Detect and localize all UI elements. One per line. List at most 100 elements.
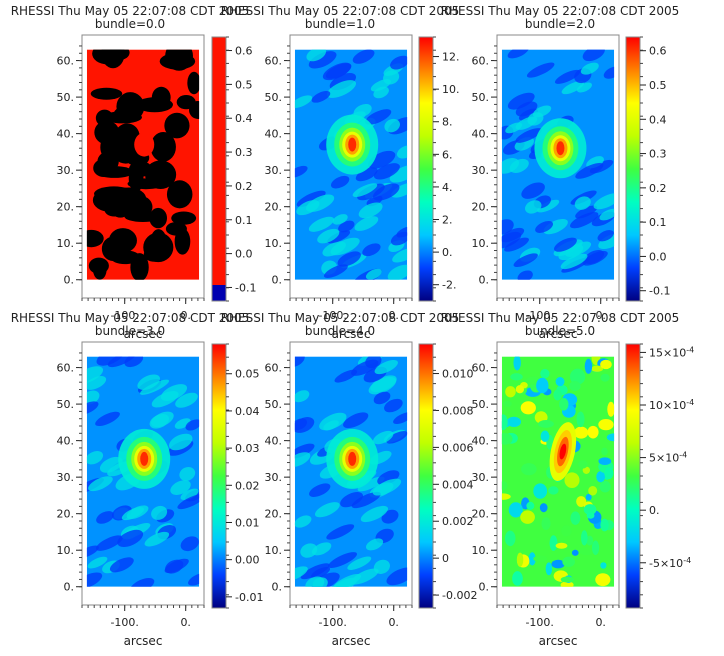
image-blob [551,559,565,569]
image-blob [92,49,123,65]
image-blob [365,109,392,125]
panel-0: RHESSI Thu May 05 22:07:08 CDT 2005bundl… [11,4,257,341]
image-blob [548,486,559,495]
x-axis-label: arcsec [124,327,163,341]
image-blob [599,480,611,493]
image-blob [390,55,408,70]
colorbar-tick-label: 0.4 [649,113,667,126]
panel-3: RHESSI Thu May 05 22:07:08 CDT 2005bundl… [11,311,264,648]
image-map [501,356,615,587]
image-blob [600,373,610,382]
y-tick-label: 0. [272,274,283,287]
image-blob [86,451,104,465]
image-blob [607,401,615,417]
image-blob [332,214,348,225]
image-blob [541,517,551,531]
image-blob [294,418,308,431]
y-tick-label: 50. [265,398,283,411]
image-blob [392,248,408,263]
y-tick-label: 50. [57,91,75,104]
image-blob [600,562,607,569]
image-blob [396,145,408,159]
image-blob [86,229,104,248]
image-blob [319,412,347,431]
x-axis-label: arcsec [539,634,578,648]
y-tick-label: 40. [265,435,283,448]
image-blob [86,401,99,415]
colorbar [418,36,434,302]
image-blob [96,511,114,524]
colorbar-tick-label: 0.1 [235,214,253,227]
image-blob [591,540,600,555]
image-blob [569,380,581,392]
y-tick-label: 10. [265,237,283,250]
image-blob [180,488,199,500]
image-blob [569,212,599,229]
image-blob [528,552,536,566]
colorbar-tick-label: 0.0 [649,250,667,263]
image-blob [517,270,533,280]
image-blob [536,377,549,394]
image-blob [575,205,598,219]
image-blob [591,365,604,372]
image-blob [580,62,599,75]
colorbar-tick-label: 0 [442,552,449,565]
colorbar-tick-label: 0.5 [649,79,667,92]
image-blob [604,467,614,480]
colorbar-tick-label: 5×10-4 [649,450,687,465]
y-tick-label: 10. [472,544,490,557]
y-tick-label: 0. [479,581,490,594]
image-blob [374,360,398,375]
image-blob [387,264,408,280]
image-blob [585,493,592,501]
image-blob [326,524,355,540]
image-blob [540,430,550,442]
colorbar-tick-label: 15×10-4 [649,345,694,360]
image-blob [526,501,535,510]
image-blob [559,398,569,411]
panel-subtitle: bundle=5.0 [525,324,595,338]
image-blob [597,230,614,242]
x-tick-label: -100. [525,309,553,322]
x-tick-label: 0. [388,309,399,322]
image-blob [137,374,160,390]
image-blob [128,164,144,193]
x-axis-label: arcsec [539,327,578,341]
image-blob [578,547,595,556]
colorbar-tick-exponent: -4 [683,555,691,564]
y-tick-label: 60. [265,362,283,375]
image-blob [373,391,391,405]
image-blob [124,356,144,368]
colorbar-tick-label: 0.1 [649,216,667,229]
image-blob [501,414,508,431]
source-region [134,132,155,157]
image-blob [510,373,523,381]
image-blob [330,577,358,587]
image-blob [574,426,589,439]
image-blob [352,183,378,197]
colorbar-tick-exponent: -4 [686,398,694,407]
image-blob [180,536,199,552]
image-blob [561,525,572,537]
panel-title: RHESSI Thu May 05 22:07:08 CDT 2005 [441,4,680,18]
panel-title: RHESSI Thu May 05 22:07:08 CDT 2005 [11,4,250,18]
image-blob [365,268,382,280]
image-blob [501,493,511,500]
image-blob [188,573,200,586]
image-blob [370,79,391,92]
image-blob [166,180,193,209]
y-tick-label: 30. [472,164,490,177]
y-tick-label: 60. [265,55,283,68]
image-blob [86,366,104,384]
colorbar [211,36,227,302]
image-blob [325,63,352,79]
source-contour [140,451,149,466]
image-blob [513,356,521,371]
image-blob [97,151,119,172]
x-tick-label: 0. [180,309,191,322]
image-blob [330,237,360,256]
colorbar-tick-exponent: -4 [686,345,694,354]
image-blob [381,509,399,524]
image-blob [527,112,544,126]
